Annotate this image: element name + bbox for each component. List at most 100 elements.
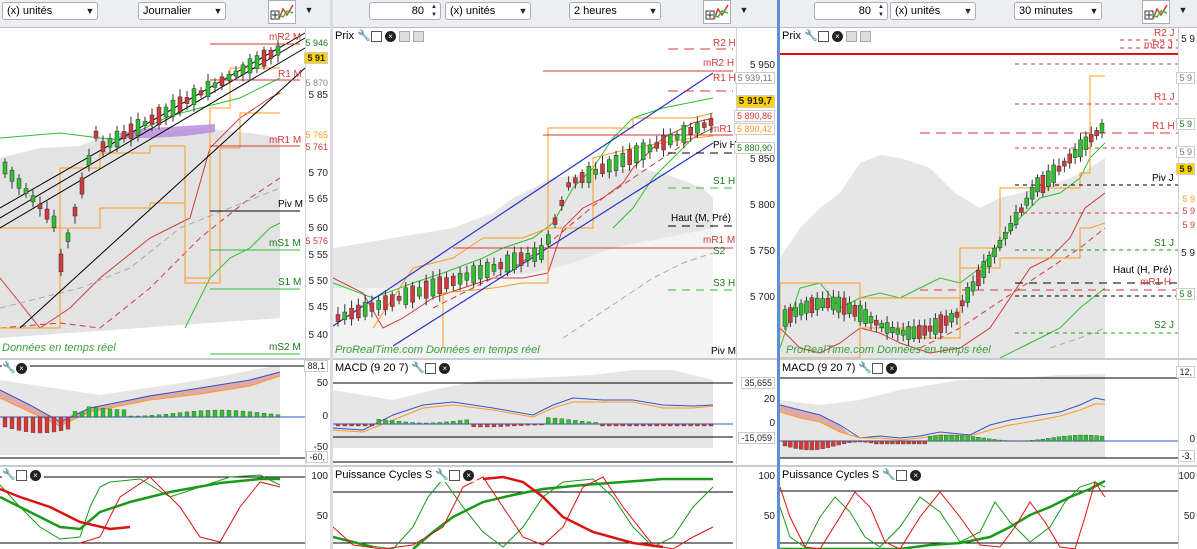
bar-count-input[interactable]: 80 ▲ ▼ <box>814 2 888 20</box>
candle <box>688 126 693 135</box>
histogram-bar <box>79 411 85 418</box>
candle <box>922 325 927 336</box>
axis-label: 5 9 <box>1182 206 1195 216</box>
candle <box>1046 170 1051 187</box>
candle <box>640 142 646 160</box>
wrench-icon[interactable]: 🔧 <box>2 468 16 481</box>
candle <box>654 142 659 149</box>
histogram-bar <box>1062 436 1067 442</box>
candle <box>782 309 788 327</box>
axis-label: 5 9 <box>1182 194 1195 204</box>
macd-chart[interactable]: MACD (9 20 7) 🔧 × 12, 0 -3, <box>780 360 1197 464</box>
cycles-chart[interactable]: Puissance Cycles S 🔧 × 100 50 <box>333 467 777 549</box>
logo-menu-button[interactable]: ▼ <box>1174 2 1190 20</box>
histogram-bar <box>960 435 965 442</box>
close-icon[interactable]: × <box>463 469 475 481</box>
window-icon[interactable] <box>817 30 829 42</box>
price-chart[interactable]: mR2 M R1 M mR1 M Piv M mS1 M S1 M mS2 M … <box>0 28 330 358</box>
window-icon[interactable] <box>896 469 908 481</box>
separator[interactable] <box>780 358 1197 360</box>
timeframe-select[interactable]: 2 heures ▼ <box>569 2 661 20</box>
logo-menu-button[interactable]: ▼ <box>735 2 751 20</box>
units-select[interactable]: (x) unités ▼ <box>445 2 531 20</box>
price-chart[interactable]: Prix 🔧 × R2 J mR2 J R1 J R1 H Piv J S1 J H… <box>780 28 1197 358</box>
axis-label: 5 9 <box>1176 163 1195 175</box>
window-icon[interactable] <box>449 469 461 481</box>
separator[interactable] <box>333 465 777 467</box>
separator[interactable] <box>0 358 330 360</box>
window-icon[interactable] <box>370 30 382 42</box>
close-icon[interactable]: × <box>384 30 396 42</box>
wrench-icon[interactable]: 🔧 <box>882 468 896 481</box>
window-icon[interactable] <box>16 469 27 481</box>
axis-label: 5 946 <box>305 38 328 48</box>
candle <box>184 97 190 104</box>
axis-label: 50 <box>763 511 775 522</box>
cycles-svg <box>780 479 1180 549</box>
spinner-icon[interactable]: ▲ ▼ <box>431 4 437 18</box>
axis-label: 5 9 <box>1176 72 1195 84</box>
pane-divider[interactable] <box>777 0 780 549</box>
close-icon[interactable]: × <box>831 30 843 42</box>
histogram-bar <box>847 440 852 443</box>
wrench-icon[interactable]: 🔧 <box>858 361 873 374</box>
macd-bars <box>2 406 281 434</box>
close-icon[interactable]: × <box>439 362 451 374</box>
histogram-bar <box>410 422 415 425</box>
units-select[interactable]: (x) unités ▼ <box>2 2 98 20</box>
candle <box>525 253 531 261</box>
add-indicator-icon[interactable] <box>1142 0 1170 24</box>
price-chart-svg <box>780 39 1180 358</box>
move-up-icon[interactable] <box>845 30 857 42</box>
close-icon[interactable]: × <box>16 362 27 374</box>
price-axis: 5 9 5 9 5 9 5 9 5 9 5 9 5 9 5 9 5 9 5 8 <box>1176 28 1197 358</box>
move-down-icon[interactable] <box>859 30 871 42</box>
candle <box>362 301 368 317</box>
window-icon[interactable] <box>872 362 884 374</box>
candle <box>600 163 605 174</box>
separator[interactable] <box>0 465 330 467</box>
add-indicator-icon[interactable] <box>703 0 731 24</box>
cycles-chart[interactable]: 🔧 × 100 50 <box>0 467 330 549</box>
wrench-icon[interactable]: 🔧 <box>411 361 426 374</box>
close-icon[interactable]: × <box>910 469 922 481</box>
level-label: Haut (M, Pré) <box>671 213 732 224</box>
cycles-chart[interactable]: Puissance Cycles S 🔧 × 100 50 <box>780 467 1197 549</box>
bar-count-value: 80 <box>858 5 871 17</box>
wrench-icon[interactable]: 🔧 <box>803 29 818 42</box>
histogram-bar <box>335 423 341 427</box>
move-up-icon[interactable] <box>398 30 410 42</box>
bar-count-input[interactable]: 80 ▲ ▼ <box>369 2 441 20</box>
candle <box>647 144 653 153</box>
macd-chart[interactable]: MACD (9 20 7) 🔧 × 35,655 20 0 -15,059 <box>333 360 777 464</box>
timeframe-select[interactable]: 30 minutes ▼ <box>1014 2 1102 20</box>
wrench-icon[interactable]: 🔧 <box>2 361 16 374</box>
candle <box>884 322 890 334</box>
histogram-bar <box>911 440 917 445</box>
axis-label: 12, <box>1176 366 1195 378</box>
separator[interactable] <box>333 358 777 360</box>
logo-menu-button[interactable]: ▼ <box>300 2 316 20</box>
timeframe-select[interactable]: Journalier ▼ <box>138 2 226 20</box>
move-down-icon[interactable] <box>412 30 424 42</box>
close-icon[interactable]: × <box>886 362 898 374</box>
axis-label: 5 9 <box>1176 118 1195 130</box>
macd-svg <box>780 374 1180 459</box>
price-chart[interactable]: Prix 🔧 × R2 H mR2 H R1 H mR1 H Piv H S1 H … <box>333 28 777 358</box>
histogram-bar <box>424 422 429 425</box>
window-icon[interactable] <box>425 362 437 374</box>
wrench-icon[interactable]: 🔧 <box>356 29 371 42</box>
toolbar: 80 ▲ ▼ (x) unités ▼ 2 heures ▼ ▼ <box>333 0 777 28</box>
axis-label: 5 870 <box>305 78 328 88</box>
macd-chart[interactable]: 🔧 × 88,1 50 0 -50 -60, <box>0 360 330 464</box>
close-icon[interactable]: × <box>30 469 41 481</box>
add-indicator-icon[interactable] <box>268 0 296 24</box>
wrench-icon[interactable]: 🔧 <box>435 468 449 481</box>
separator[interactable] <box>780 465 1197 467</box>
spinner-icon[interactable]: ▲ ▼ <box>878 4 884 18</box>
units-select[interactable]: (x) unités ▼ <box>890 2 976 20</box>
axis-label: 88,1 <box>304 360 328 372</box>
histogram-bar <box>9 416 15 429</box>
candle <box>532 247 537 262</box>
histogram-bar <box>566 419 571 425</box>
